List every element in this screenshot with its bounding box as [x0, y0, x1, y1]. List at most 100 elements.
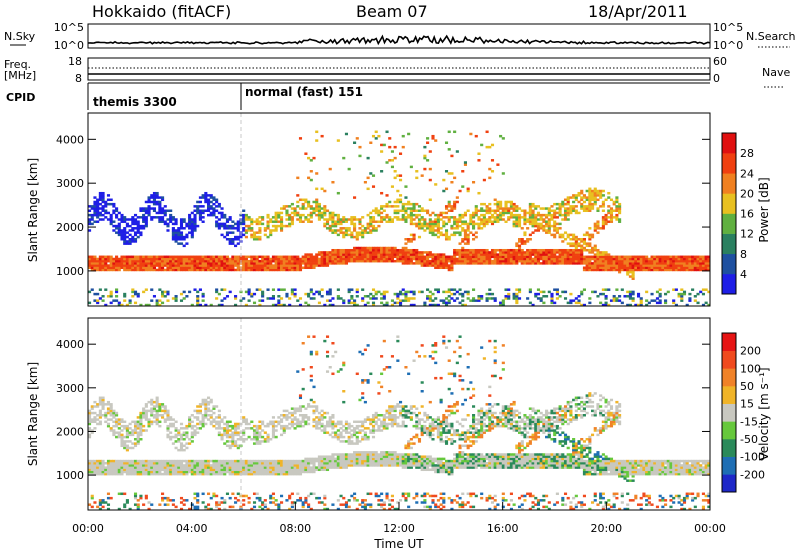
power-cell: [526, 262, 530, 265]
power-cell: [277, 211, 281, 215]
power-cell: [115, 268, 119, 272]
power-cell: [177, 229, 181, 232]
power-cell: [450, 227, 454, 230]
power-cell: [169, 257, 173, 261]
power-cell: [390, 246, 394, 250]
power-cell: [615, 218, 619, 221]
power-cell: [645, 266, 649, 270]
power-cell: [339, 231, 343, 234]
power-cell: [96, 257, 100, 261]
velocity-cell: [206, 468, 211, 472]
velocity-cell: [188, 416, 192, 419]
velocity-cell: [166, 503, 170, 506]
power-cell: [536, 222, 541, 226]
velocity-cell: [128, 468, 132, 472]
power-cell: [234, 268, 238, 272]
power-cell: [472, 180, 476, 184]
power-cell: [274, 227, 278, 230]
velocity-cell: [206, 403, 211, 406]
power-cell: [125, 231, 129, 234]
power-cell: [242, 216, 246, 219]
velocity-cell: [182, 444, 186, 448]
power-cell: [593, 202, 597, 206]
power-cell: [591, 233, 595, 237]
power-cell: [125, 235, 129, 239]
power-cell: [496, 220, 500, 223]
velocity-cell: [115, 466, 119, 469]
velocity-cell: [90, 470, 94, 474]
power-cell: [399, 259, 403, 263]
power-cell: [528, 213, 532, 217]
velocity-cell: [93, 468, 97, 472]
power-cell: [407, 290, 411, 294]
power-cell: [696, 264, 700, 267]
power-cell: [596, 255, 600, 259]
velocity-cell: [188, 418, 192, 421]
power-cell: [142, 266, 146, 270]
power-ytick-label: 1000: [56, 265, 84, 278]
velocity-cell: [144, 470, 148, 474]
power-cell: [399, 194, 403, 197]
power-cell: [117, 259, 121, 263]
power-cell: [179, 292, 184, 296]
power-cell: [526, 257, 530, 261]
power-cell: [396, 251, 400, 254]
power-cell: [371, 259, 376, 263]
velocity-cell: [161, 416, 165, 419]
velocity-cell: [217, 459, 221, 463]
power-cell: [366, 227, 370, 230]
power-cell: [707, 262, 711, 265]
power-cell: [185, 222, 189, 226]
power-cell: [255, 222, 259, 226]
velocity-cell: [177, 433, 181, 437]
power-cell: [423, 264, 427, 267]
velocity-cell: [98, 403, 102, 406]
power-cell: [693, 264, 697, 267]
power-cell: [131, 235, 135, 239]
nave-tick-bottom: 0: [713, 72, 720, 85]
power-cell: [328, 253, 332, 256]
velocity-cell: [104, 420, 108, 424]
power-cell: [444, 170, 449, 173]
power-cell: [582, 200, 586, 204]
power-cell: [536, 251, 541, 254]
power-cell: [631, 259, 635, 263]
power-cell: [236, 229, 240, 232]
power-cell: [645, 259, 649, 263]
power-cell: [231, 227, 235, 230]
power-cell: [177, 231, 181, 234]
power-cell: [693, 299, 697, 302]
power-cell: [466, 253, 470, 256]
power-cell: [350, 235, 354, 239]
power-cell: [615, 259, 619, 263]
power-cell: [115, 213, 119, 217]
power-cell: [509, 255, 513, 259]
power-cell: [336, 257, 340, 261]
power-cell: [147, 211, 151, 215]
velocity-cell: [234, 464, 238, 467]
power-cell: [317, 253, 321, 256]
power-cell: [591, 198, 595, 202]
power-cell: [342, 253, 346, 256]
power-cell: [504, 288, 508, 291]
power-cell: [655, 255, 660, 259]
power-cell: [444, 259, 449, 263]
power-cell: [131, 229, 135, 232]
power-cell: [161, 196, 165, 199]
power-cell: [261, 262, 265, 265]
power-cell: [688, 292, 692, 296]
power-cell: [431, 299, 435, 302]
power-cell: [342, 231, 346, 234]
power-cell: [206, 257, 211, 261]
power-cell: [298, 218, 303, 221]
velocity-cell: [209, 416, 213, 419]
power-cell: [601, 200, 605, 204]
power-cell: [399, 218, 403, 221]
velocity-cell: [106, 466, 111, 469]
velocity-cell: [258, 459, 262, 463]
power-cell: [323, 255, 327, 259]
power-cell: [385, 205, 389, 208]
power-cell: [234, 222, 238, 226]
velocity-cell: [206, 414, 211, 417]
power-cell: [158, 218, 162, 221]
